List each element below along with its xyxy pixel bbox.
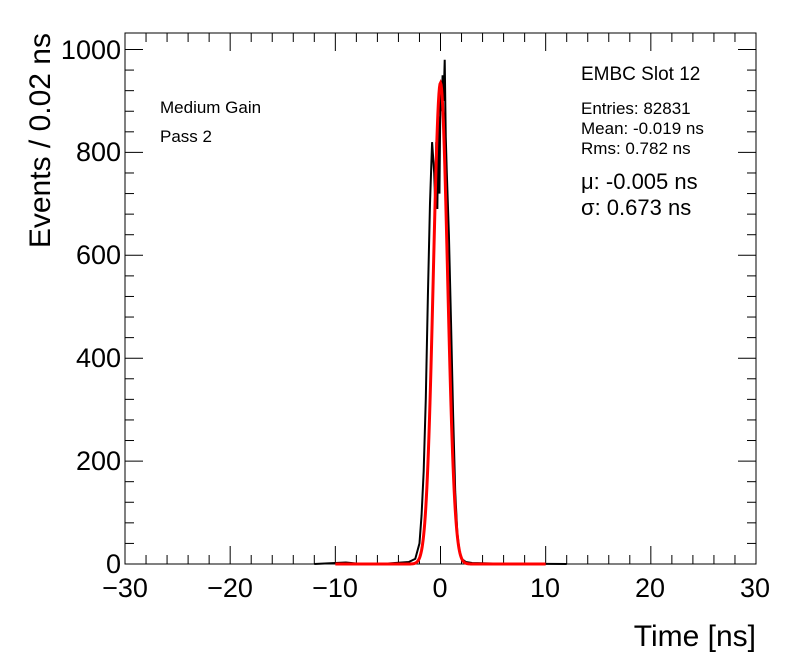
y-tick-label: 600: [76, 240, 121, 270]
x-tick-label: 10: [530, 573, 560, 603]
data-layer: [314, 59, 567, 566]
y-tick-label: 1000: [61, 35, 121, 65]
y-tick-label: 800: [76, 137, 121, 167]
y-axis-title: Events / 0.02 ns: [24, 33, 57, 248]
x-tick-label: 30: [740, 573, 770, 603]
y-tick-label: 200: [76, 446, 121, 476]
fit-sigma: σ: 0.673 ns: [581, 195, 691, 220]
y-tick-label: 400: [76, 343, 121, 373]
stats-title: EMBC Slot 12: [581, 64, 700, 85]
gaussian-fit-series: [335, 79, 546, 566]
x-tick-label: −30: [102, 573, 148, 603]
stats-mean: Mean: -0.019 ns: [581, 119, 704, 138]
x-tick-label: 20: [635, 573, 665, 603]
histogram-series: [314, 59, 567, 565]
fit-mu: μ: -0.005 ns: [581, 169, 698, 194]
x-axis-title: Time [ns]: [634, 620, 756, 653]
stats-entries: Entries: 82831: [581, 99, 691, 118]
annotation-gain: Medium Gain: [160, 98, 261, 117]
x-tick-label: 0: [432, 573, 447, 603]
x-tick-label: −20: [207, 573, 253, 603]
axis-ticks: [124, 33, 757, 565]
y-tick-labels: 0 200 400 600 800 1000: [61, 35, 121, 579]
x-tick-label: −10: [312, 573, 358, 603]
y-tick-label: 0: [106, 549, 121, 579]
annotation-pass: Pass 2: [160, 127, 212, 146]
stats-rms: Rms: 0.782 ns: [581, 139, 691, 158]
x-tick-labels: −30 −20 −10 0 10 20 30: [102, 573, 770, 603]
